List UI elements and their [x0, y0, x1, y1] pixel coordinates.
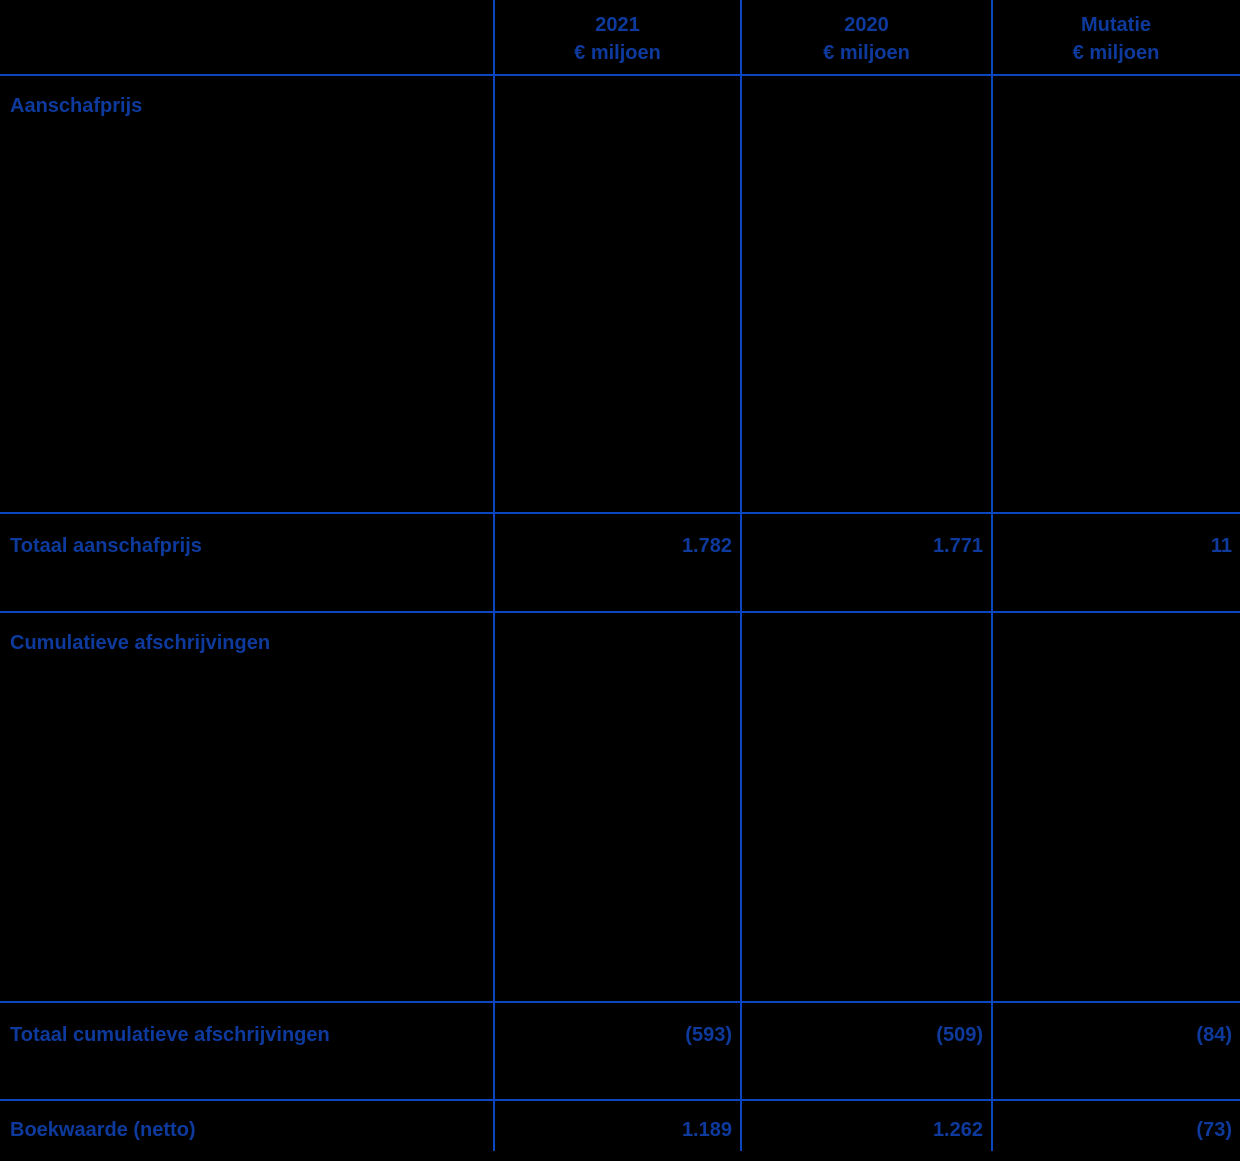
header-cell-2021: 2021 € miljoen — [494, 0, 741, 74]
table-row-section-cumulatieve-afschrijvingen: Cumulatieve afschrijvingen — [0, 613, 1240, 1003]
row-value-2021: (593) — [685, 1024, 732, 1046]
row-value-mutatie: (73) — [1196, 1119, 1232, 1141]
row-label: Aanschafprijs — [10, 95, 143, 117]
row-label: Totaal aanschafprijs — [10, 535, 202, 557]
row-label: Totaal cumulatieve afschrijvingen — [10, 1024, 330, 1046]
row-value-2021: 1.782 — [681, 535, 732, 557]
row-value-2021 — [494, 613, 741, 1001]
row-label: Cumulatieve afschrijvingen — [10, 632, 271, 654]
column-year-label: 2020 — [844, 14, 889, 36]
column-separator-line — [740, 0, 742, 1151]
column-year-label: Mutatie — [1081, 14, 1151, 36]
row-value-2020: (509) — [936, 1024, 983, 1046]
table-row-boekwaarde-netto: Boekwaarde (netto) 1.189 1.262 (73) — [0, 1101, 1240, 1161]
row-value-mutatie: (84) — [1196, 1024, 1232, 1046]
column-separator-line — [493, 0, 495, 1151]
table-row-section-aanschafprijs: Aanschafprijs — [0, 76, 1240, 514]
column-unit-label: € miljoen — [823, 42, 910, 64]
column-unit-label: € miljoen — [574, 42, 661, 64]
header-cell-mutatie: Mutatie € miljoen — [992, 0, 1240, 74]
row-value-2020 — [741, 76, 992, 512]
row-value-mutatie: 11 — [1210, 535, 1232, 557]
column-year-label: 2021 — [595, 14, 640, 36]
row-value-2020: 1.262 — [932, 1119, 983, 1141]
table-row-totaal-aanschafprijs: Totaal aanschafprijs 1.782 1.771 11 — [0, 514, 1240, 613]
row-value-2020 — [741, 613, 992, 1001]
row-value-mutatie — [992, 76, 1240, 512]
table-header-row: 2021 € miljoen 2020 € miljoen Mutatie € … — [0, 0, 1240, 76]
row-label: Boekwaarde (netto) — [10, 1119, 196, 1141]
header-cell-2020: 2020 € miljoen — [741, 0, 992, 74]
header-cell-empty — [0, 0, 494, 74]
column-unit-label: € miljoen — [1072, 42, 1160, 64]
row-value-2021 — [494, 76, 741, 512]
table-row-totaal-cumulatieve-afschrijvingen: Totaal cumulatieve afschrijvingen (593) … — [0, 1003, 1240, 1101]
row-value-mutatie — [992, 613, 1240, 1001]
row-value-2020: 1.771 — [932, 535, 983, 557]
column-separator-line — [991, 0, 993, 1151]
row-value-2021: 1.189 — [681, 1119, 732, 1141]
